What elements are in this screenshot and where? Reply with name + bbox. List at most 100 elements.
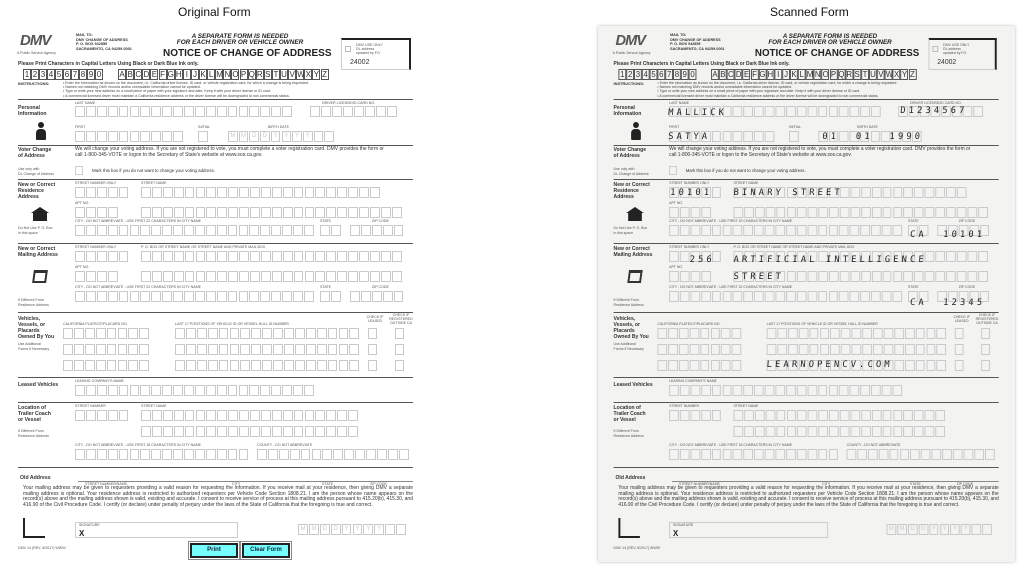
- char-box[interactable]: [300, 449, 311, 460]
- char-box[interactable]: [797, 187, 807, 198]
- char-box[interactable]: [908, 225, 918, 236]
- char-box[interactable]: [861, 207, 871, 218]
- char-box[interactable]: [894, 328, 904, 339]
- char-box[interactable]: [903, 271, 914, 282]
- char-box[interactable]: [315, 187, 326, 198]
- char-box[interactable]: [867, 449, 878, 460]
- char-box[interactable]: [85, 291, 96, 302]
- char-box[interactable]: [249, 291, 260, 302]
- char-box[interactable]: [338, 344, 349, 355]
- char-box[interactable]: [829, 410, 839, 421]
- char-box[interactable]: D: [918, 524, 929, 535]
- char-box[interactable]: [870, 131, 880, 142]
- char-box[interactable]: D: [260, 131, 270, 142]
- char-box[interactable]: [282, 271, 293, 282]
- char-box[interactable]: [700, 187, 711, 198]
- char-box[interactable]: [797, 207, 807, 218]
- char-box[interactable]: [690, 131, 701, 142]
- char-box[interactable]: [679, 449, 690, 460]
- char-box[interactable]: [184, 410, 195, 421]
- char-box[interactable]: [393, 225, 404, 236]
- char-box[interactable]: [982, 524, 992, 535]
- char-box[interactable]: [305, 344, 316, 355]
- char-box[interactable]: [354, 106, 364, 117]
- char-box[interactable]: [903, 426, 914, 437]
- char-box[interactable]: [817, 449, 828, 460]
- char-box[interactable]: [387, 449, 398, 460]
- char-box[interactable]: [871, 207, 882, 218]
- char-box[interactable]: [841, 360, 851, 371]
- char-box[interactable]: [903, 207, 914, 218]
- char-box[interactable]: [908, 291, 918, 302]
- char-box[interactable]: [293, 291, 303, 302]
- char-box[interactable]: [849, 225, 860, 236]
- char-box[interactable]: [839, 291, 849, 302]
- char-box[interactable]: [238, 385, 249, 396]
- char-box[interactable]: [162, 106, 173, 117]
- char-box[interactable]: [958, 291, 969, 302]
- char-box[interactable]: [828, 385, 839, 396]
- char-box[interactable]: [151, 187, 162, 198]
- char-box[interactable]: [956, 207, 967, 218]
- char-box[interactable]: [669, 187, 679, 198]
- char-box[interactable]: [85, 449, 96, 460]
- char-box[interactable]: [184, 449, 194, 460]
- char-box[interactable]: [228, 251, 239, 262]
- char-box[interactable]: [326, 251, 337, 262]
- char-box[interactable]: [271, 225, 282, 236]
- char-box[interactable]: [303, 291, 314, 302]
- char-box[interactable]: [96, 385, 107, 396]
- char-box[interactable]: [744, 410, 754, 421]
- char-box[interactable]: [919, 106, 930, 117]
- char-box[interactable]: [327, 360, 338, 371]
- char-box[interactable]: [350, 225, 360, 236]
- char-box[interactable]: [846, 449, 857, 460]
- char-box[interactable]: [207, 344, 218, 355]
- char-box[interactable]: [711, 410, 722, 421]
- char-box[interactable]: [924, 426, 935, 437]
- old-address-line[interactable]: [672, 481, 999, 482]
- char-box[interactable]: [860, 106, 871, 117]
- char-box[interactable]: [96, 410, 107, 421]
- char-box[interactable]: [721, 360, 731, 371]
- char-box[interactable]: [282, 106, 292, 117]
- char-box[interactable]: [839, 251, 850, 262]
- char-box[interactable]: [304, 187, 315, 198]
- char-box[interactable]: [162, 385, 173, 396]
- char-box[interactable]: [228, 187, 239, 198]
- char-box[interactable]: [744, 426, 754, 437]
- char-box[interactable]: [205, 291, 216, 302]
- char-box[interactable]: [798, 344, 809, 355]
- old-address-line[interactable]: [78, 481, 413, 482]
- char-box[interactable]: [348, 187, 358, 198]
- char-box[interactable]: [733, 187, 744, 198]
- char-box[interactable]: [95, 328, 106, 339]
- char-box[interactable]: [369, 187, 380, 198]
- char-box[interactable]: [313, 131, 324, 142]
- char-box[interactable]: [173, 225, 183, 236]
- char-box[interactable]: [882, 207, 892, 218]
- char-box[interactable]: [348, 251, 358, 262]
- char-box[interactable]: [926, 344, 936, 355]
- char-box[interactable]: [343, 106, 353, 117]
- char-box[interactable]: [732, 449, 743, 460]
- char-box[interactable]: [84, 360, 95, 371]
- char-box[interactable]: M: [228, 131, 238, 142]
- char-box[interactable]: [839, 271, 850, 282]
- char-box[interactable]: [974, 449, 984, 460]
- char-box[interactable]: [860, 291, 871, 302]
- char-box[interactable]: [304, 426, 315, 437]
- char-box[interactable]: [850, 410, 861, 421]
- char-box[interactable]: [764, 385, 775, 396]
- char-box[interactable]: [894, 360, 904, 371]
- char-box[interactable]: [326, 410, 337, 421]
- char-box[interactable]: [744, 251, 754, 262]
- char-box[interactable]: [967, 271, 977, 282]
- char-box[interactable]: [711, 131, 722, 142]
- char-box[interactable]: [151, 207, 162, 218]
- char-box[interactable]: [764, 131, 775, 142]
- char-box[interactable]: [743, 449, 754, 460]
- char-box[interactable]: [830, 360, 841, 371]
- char-box[interactable]: [894, 344, 904, 355]
- char-box[interactable]: [173, 251, 184, 262]
